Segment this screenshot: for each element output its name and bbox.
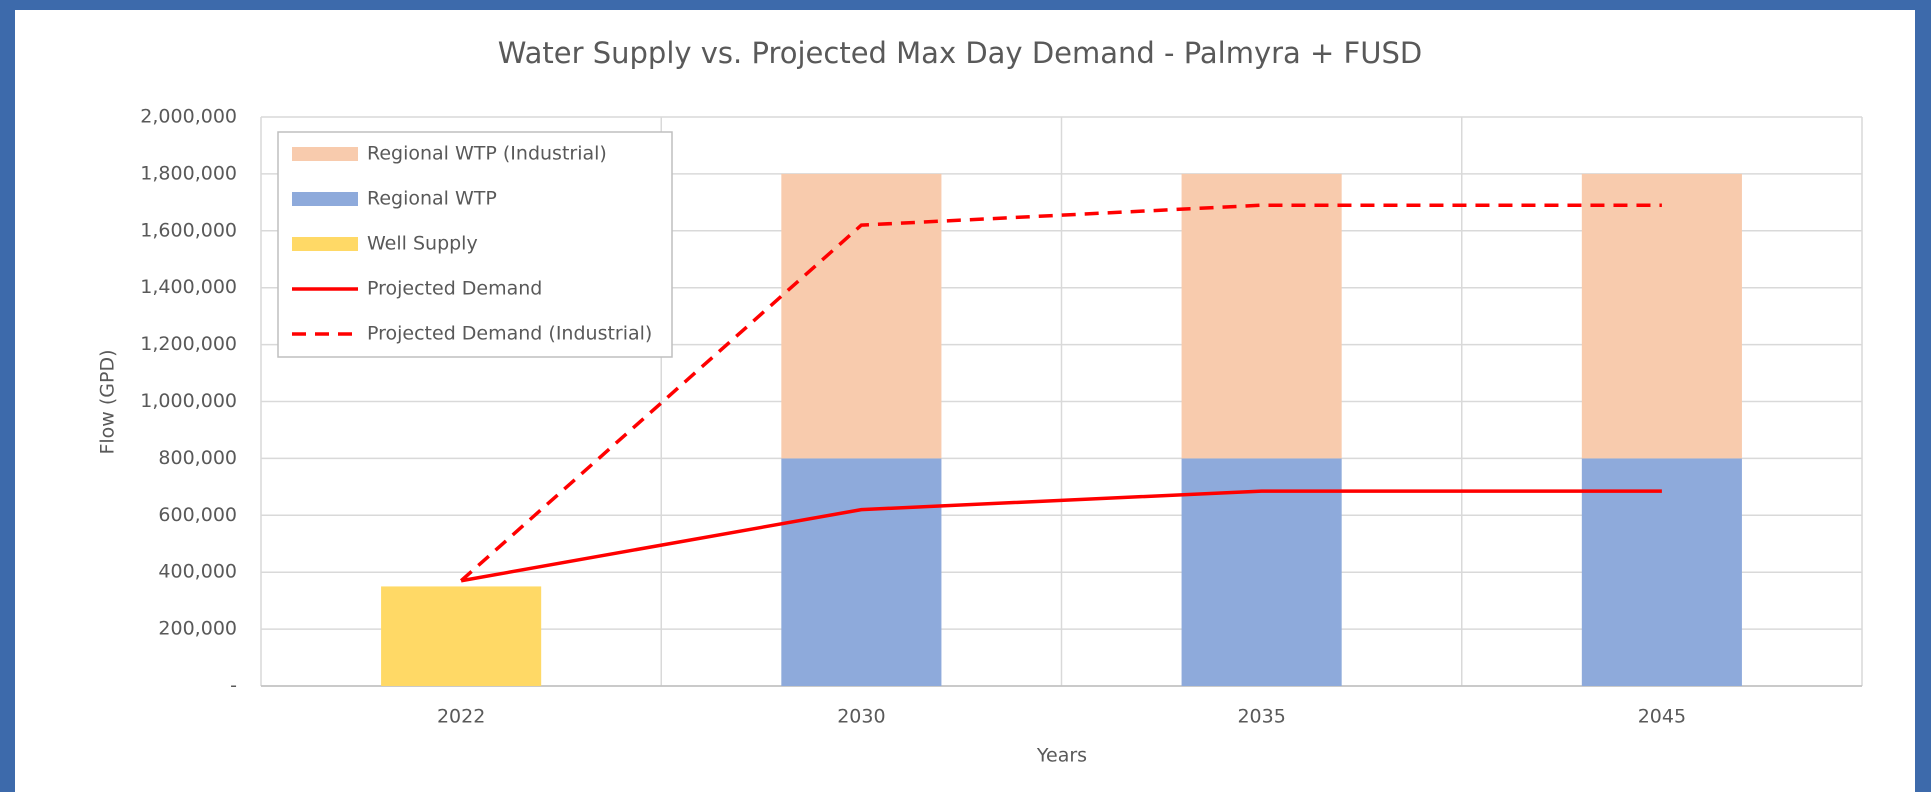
chart-title: Water Supply vs. Projected Max Day Deman…	[498, 36, 1422, 70]
bar	[781, 458, 942, 686]
x-axis-label: Years	[1036, 745, 1087, 767]
y-axis-label: Flow (GPD)	[97, 349, 119, 454]
legend-swatch	[292, 192, 358, 206]
y-tick-label: 600,000	[158, 504, 237, 526]
legend-swatch	[292, 147, 358, 161]
legend-label: Projected Demand (Industrial)	[367, 323, 652, 345]
bar	[1181, 458, 1342, 686]
line	[460, 489, 1662, 583]
y-tick-label: 1,800,000	[140, 162, 237, 184]
x-tick-label: 2030	[837, 706, 885, 728]
bar	[1181, 173, 1342, 459]
legend-swatch	[292, 237, 358, 251]
legend-label: Regional WTP (Industrial)	[367, 143, 607, 165]
bar	[781, 173, 942, 459]
bar	[1581, 458, 1742, 686]
bar	[1581, 173, 1742, 459]
legend-box	[277, 131, 673, 358]
bar	[381, 586, 542, 686]
y-tick-label: 1,600,000	[140, 219, 237, 241]
y-tick-label: 1,000,000	[140, 390, 237, 412]
legend-label: Projected Demand	[367, 278, 542, 300]
y-tick-label: -	[230, 675, 237, 697]
y-tick-label: 1,400,000	[140, 276, 237, 298]
y-tick-label: 400,000	[158, 561, 237, 583]
legend-label: Well Supply	[367, 233, 478, 255]
line	[459, 203, 1662, 583]
x-tick-label: 2022	[437, 706, 485, 728]
x-tick-label: 2035	[1237, 706, 1285, 728]
legend-label: Regional WTP	[367, 188, 497, 210]
y-tick-label: 200,000	[158, 618, 237, 640]
y-tick-label: 1,200,000	[140, 333, 237, 355]
y-tick-label: 800,000	[158, 447, 237, 469]
x-tick-label: 2045	[1638, 706, 1686, 728]
y-tick-label: 2,000,000	[140, 106, 237, 128]
